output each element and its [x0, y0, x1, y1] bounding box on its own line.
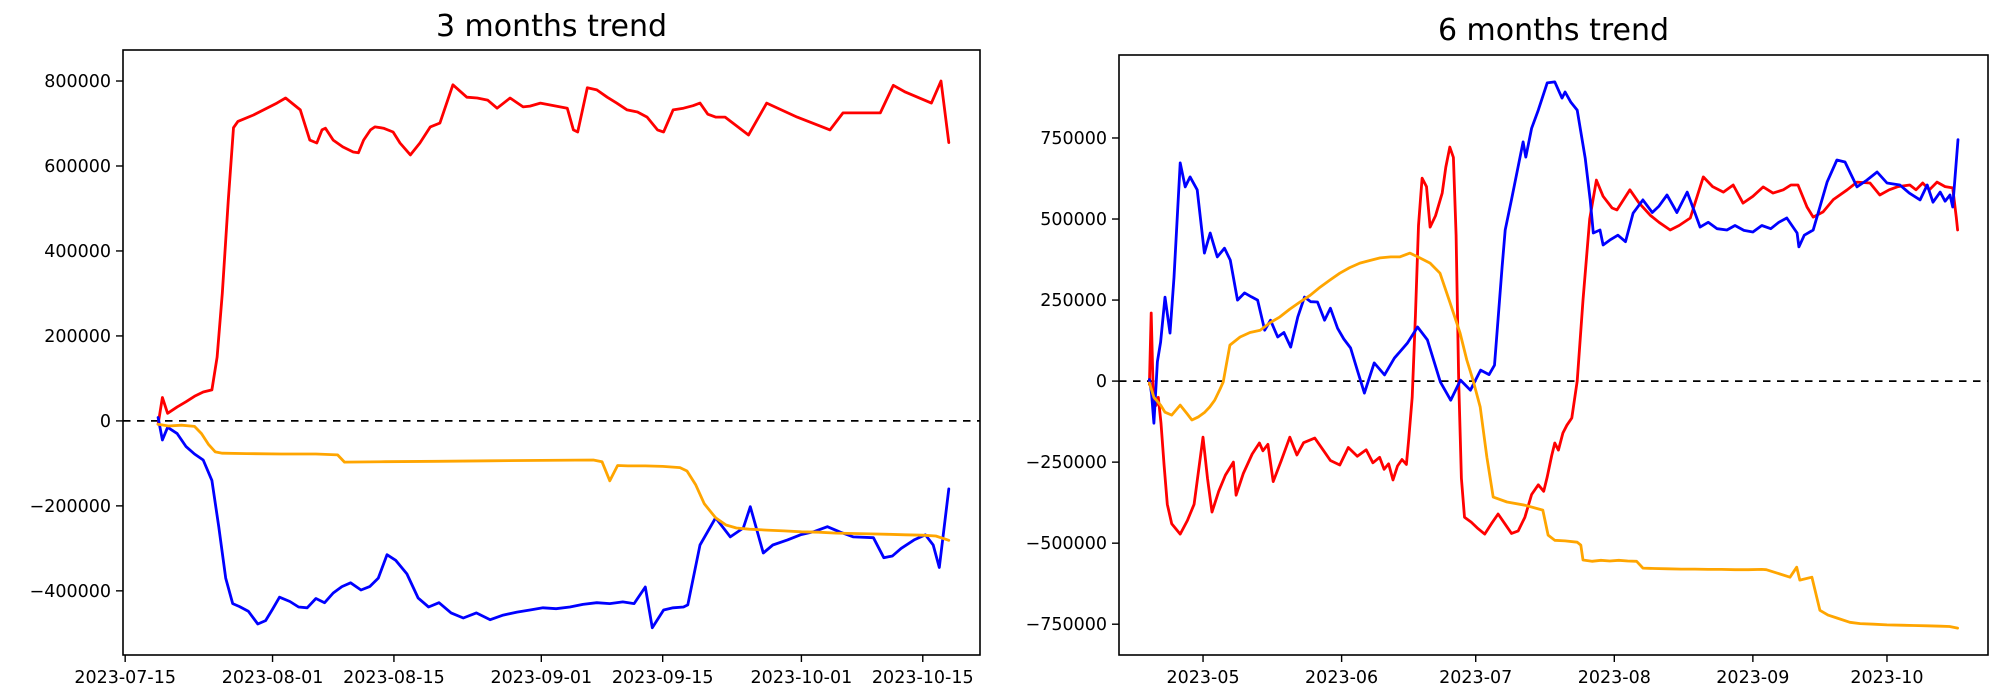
- y-tick-label: 600000: [44, 157, 111, 177]
- series-red-line: [1148, 145, 1959, 536]
- y-tick-label: −750000: [1026, 615, 1107, 635]
- x-tick-label: 2023-07-15: [74, 668, 176, 688]
- chart-3-months-trend: 3 months trend 800000 600000 400000 200000 0 −…: [30, 9, 981, 688]
- y-tick-label: 800000: [44, 72, 111, 92]
- series-blue-line: [1148, 80, 1960, 425]
- plot-border: [122, 49, 981, 656]
- x-tick-label: 2023-06: [1305, 668, 1378, 688]
- y-tick-label: −250000: [1026, 453, 1107, 473]
- x-tick-label: 2023-08-15: [343, 668, 445, 688]
- series-red-line: [156, 79, 951, 426]
- x-tick-label: 2023-09-01: [490, 668, 592, 688]
- plot-border: [1118, 54, 1989, 656]
- x-tick-label: 2023-10: [1850, 668, 1923, 688]
- y-tick-label: 500000: [1040, 210, 1107, 230]
- y-tick-label: −200000: [30, 497, 111, 517]
- x-tick-label: 2023-10-15: [872, 668, 974, 688]
- series-orange-line: [156, 422, 951, 542]
- series-orange-line: [1148, 251, 1959, 630]
- y-tick-label: 0: [1096, 372, 1107, 392]
- x-tick-label: 2023-09: [1716, 668, 1789, 688]
- y-tick-label: 250000: [1040, 291, 1107, 311]
- y-tick-label: 0: [100, 412, 111, 432]
- x-tick-label: 2023-08: [1578, 668, 1651, 688]
- chart-title-6-months-trend: 6 months trend: [1438, 13, 1669, 48]
- x-tick-label: 2023-07: [1439, 668, 1512, 688]
- x-tick-label: 2023-09-15: [612, 668, 714, 688]
- x-tick-label: 2023-08-01: [222, 668, 324, 688]
- y-tick-label: 750000: [1040, 129, 1107, 149]
- chart-title-3-months-trend: 3 months trend: [436, 9, 667, 44]
- y-tick-label: 400000: [44, 242, 111, 262]
- y-tick-label: −500000: [1026, 534, 1107, 554]
- x-tick-label: 2023-10-01: [751, 668, 853, 688]
- y-tick-label: −400000: [30, 582, 111, 602]
- chart-6-months-trend: 6 months trend 750000 500000 250000 0 −250000…: [1026, 13, 1989, 688]
- y-tick-label: 200000: [44, 327, 111, 347]
- x-tick-label: 2023-05: [1166, 668, 1239, 688]
- series-blue-line: [156, 416, 951, 630]
